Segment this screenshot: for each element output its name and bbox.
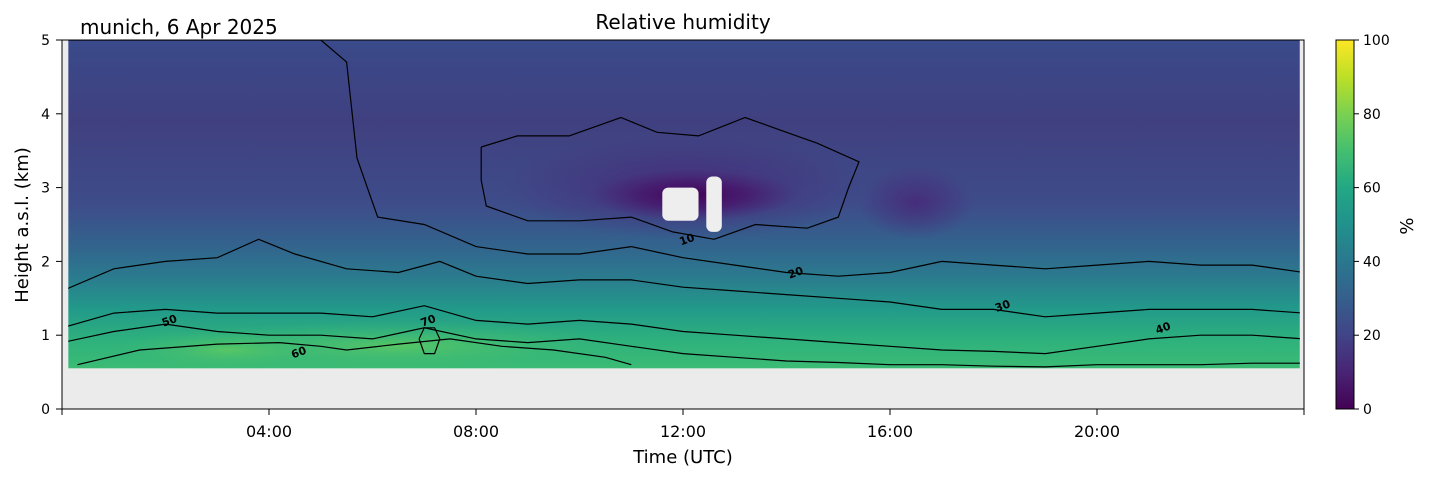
missing-region-2 <box>706 176 722 232</box>
colorbar-tick-label: 60 <box>1363 181 1381 197</box>
x-tick-label: 04:00 <box>246 422 292 441</box>
wet-layer-early <box>108 327 347 369</box>
contour-label-60: 60 <box>289 344 308 362</box>
chart-title: Relative humidity <box>595 10 770 34</box>
contour-labels: 10 20 30 40 50 60 70 <box>160 231 1173 361</box>
x-axis-label: Time (UTC) <box>632 447 733 468</box>
colorbar-label: % <box>1397 217 1418 234</box>
contour-label-20: 20 <box>786 264 805 282</box>
contour-20 <box>68 40 1300 277</box>
x-tick-label: 16:00 <box>867 422 913 441</box>
colorbar: 0 20 40 60 80 100 <box>1335 33 1390 418</box>
y-tick-label: 3 <box>41 181 50 197</box>
contour-60 <box>77 338 632 366</box>
colorbar-tick-label: 100 <box>1363 33 1390 49</box>
contour-70 <box>418 327 441 355</box>
x-tick-label: 12:00 <box>660 422 706 441</box>
contour-label-30: 30 <box>993 297 1012 315</box>
y-tick-label: 4 <box>41 107 50 123</box>
y-tick-label: 0 <box>41 402 50 418</box>
contour-50 <box>68 323 1300 368</box>
location-date-label: munich, 6 Apr 2025 <box>80 15 278 39</box>
x-axis: 04:00 08:00 12:00 16:00 20:00 <box>61 409 1305 441</box>
contour-label-10: 10 <box>678 231 697 249</box>
contour-30 <box>68 238 1300 318</box>
colorbar-tick-label: 40 <box>1363 254 1381 270</box>
contour-lines <box>68 40 1300 368</box>
colorbar-tick-label: 80 <box>1363 107 1381 123</box>
contour-label-70: 70 <box>419 312 438 330</box>
y-axis-label: Height a.s.l. (km) <box>12 147 33 303</box>
y-tick-label: 2 <box>41 254 50 270</box>
contour-10 <box>480 116 860 240</box>
colorbar-scale <box>1335 39 1355 410</box>
contour-label-40: 40 <box>1154 319 1173 337</box>
missing-data-regions <box>662 176 722 232</box>
contour-label-50: 50 <box>160 312 179 330</box>
colorbar-tick-label: 20 <box>1363 328 1381 344</box>
y-tick-label: 1 <box>41 328 50 344</box>
y-tick-label: 5 <box>41 33 50 49</box>
missing-region-1 <box>662 187 699 221</box>
x-tick-label: 08:00 <box>453 422 499 441</box>
dry-patch <box>858 165 973 240</box>
colorbar-tick-label: 0 <box>1363 402 1372 418</box>
x-tick-label: 20:00 <box>1074 422 1120 441</box>
contour-40 <box>68 305 1300 355</box>
y-axis: 0 1 2 3 4 5 <box>41 33 62 418</box>
